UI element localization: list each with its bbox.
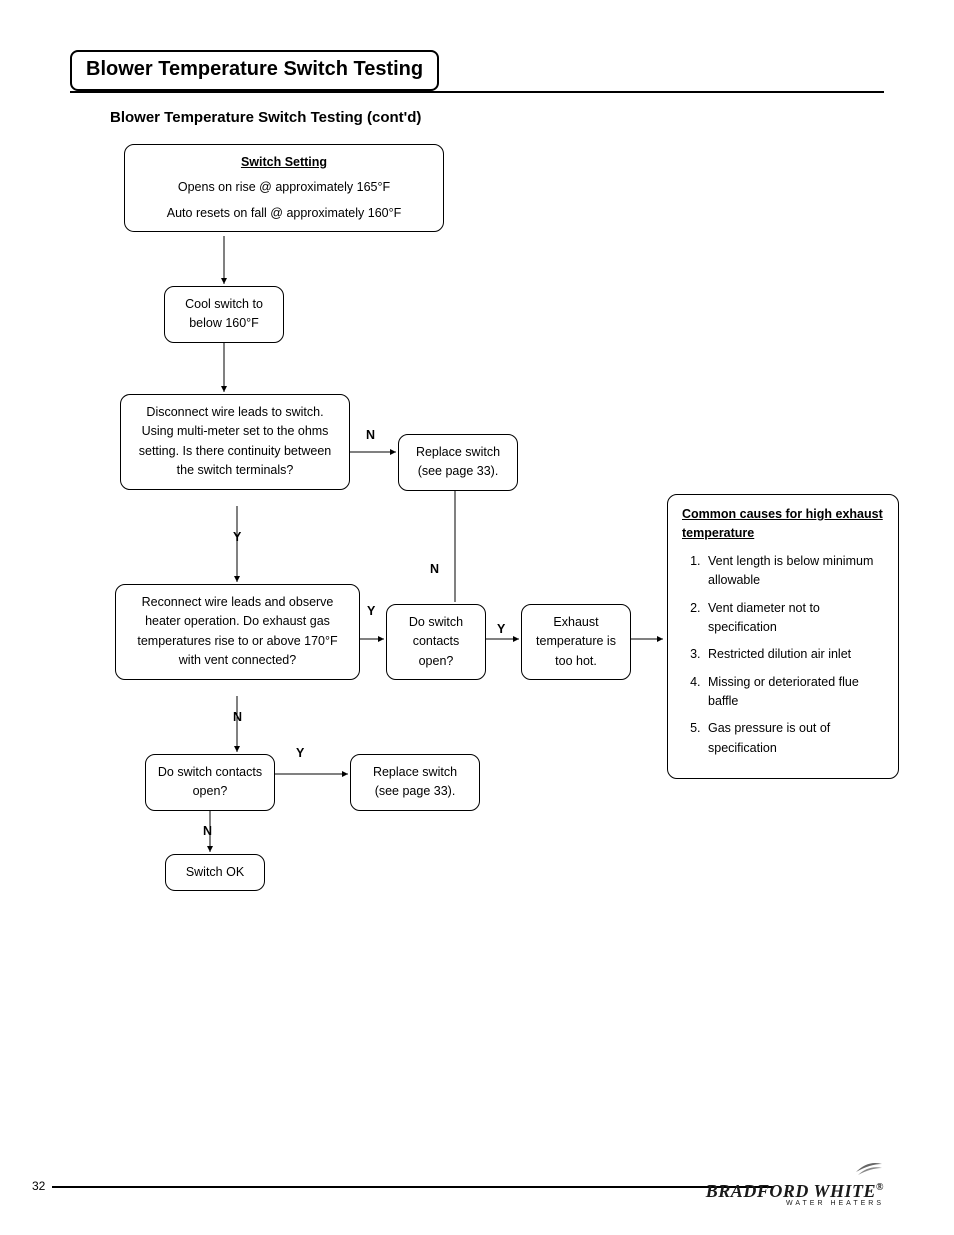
node-ok-text: Switch OK [186,865,244,879]
causes-item: Gas pressure is out of specification [704,719,884,758]
label-n2: N [430,562,439,576]
node-cool-text: Cool switch to below 160°F [185,297,263,330]
label-n1: N [366,428,375,442]
node-replace2-text: Replace switch (see page 33). [373,765,457,798]
footer-rule [52,1186,774,1188]
node-contacts-text: Do switch contacts open? [409,615,463,668]
node-reconnect-text: Reconnect wire leads and observe heater … [137,595,337,667]
node-disconnect: Disconnect wire leads to switch. Using m… [120,394,350,490]
node-switch-setting-line1: Opens on rise @ approximately 165°F [135,178,433,197]
node-ok: Switch OK [165,854,265,891]
brand-swoosh-icon [854,1158,884,1181]
node-disconnect-text: Disconnect wire leads to switch. Using m… [139,405,331,477]
node-switch-setting: Switch Setting Opens on rise @ approxima… [124,144,444,232]
node-replace2: Replace switch (see page 33). [350,754,480,811]
causes-box: Common causes for high exhaust temperatu… [667,494,899,779]
label-y3: Y [497,622,505,636]
causes-item: Missing or deteriorated flue baffle [704,673,884,712]
node-cool: Cool switch to below 160°F [164,286,284,343]
causes-item: Vent diameter not to specification [704,599,884,638]
page-title: Blower Temperature Switch Testing [86,58,423,80]
brand-name: BRADFORD WHITE® [706,1181,884,1202]
node-contacts: Do switch contacts open? [386,604,486,680]
node-exhaust-text: Exhaust temperature is too hot. [536,615,616,668]
title-rule [70,91,884,93]
causes-item: Restricted dilution air inlet [704,645,884,664]
causes-item: Vent length is below minimum allowable [704,552,884,591]
brand-logo: BRADFORD WHITE® WATER HEATERS [706,1158,884,1207]
label-n3: N [233,710,242,724]
section-subtitle: Blower Temperature Switch Testing (cont'… [110,109,884,126]
page-number: 32 [32,1179,45,1193]
node-exhaust: Exhaust temperature is too hot. [521,604,631,680]
causes-list: Vent length is below minimum allowable V… [682,552,884,758]
node-replace1-text: Replace switch (see page 33). [416,445,500,478]
node-switch-setting-line2: Auto resets on fall @ approximately 160°… [135,204,433,223]
node-contacts2-text: Do switch contacts open? [158,765,262,798]
label-y1: Y [233,530,241,544]
label-y4: Y [296,746,304,760]
page: Blower Temperature Switch Testing Blower… [0,0,954,1235]
flowchart: Switch Setting Opens on rise @ approxima… [60,144,860,924]
node-contacts2: Do switch contacts open? [145,754,275,811]
causes-title: Common causes for high exhaust temperatu… [682,505,884,544]
page-title-box: Blower Temperature Switch Testing [70,50,439,91]
node-replace1: Replace switch (see page 33). [398,434,518,491]
node-reconnect: Reconnect wire leads and observe heater … [115,584,360,680]
label-n4: N [203,824,212,838]
node-switch-setting-title: Switch Setting [135,153,433,172]
label-y2: Y [367,604,375,618]
